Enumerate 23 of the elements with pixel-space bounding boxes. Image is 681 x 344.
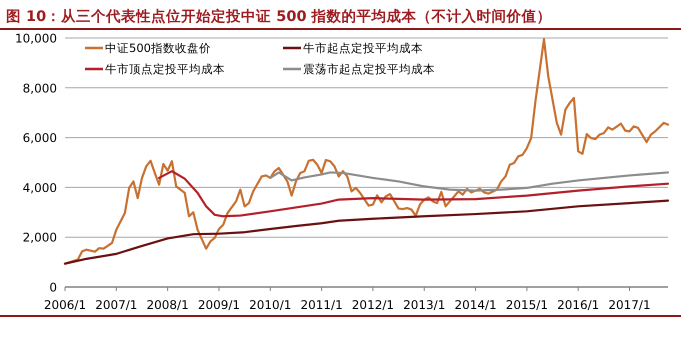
y-tick-label: 10,000	[15, 32, 57, 46]
x-tick-label: 2011/1	[300, 298, 343, 312]
x-tick-label: 2010/1	[249, 298, 292, 312]
x-tick-label: 2006/1	[44, 298, 86, 312]
chart-title: 图 10：从三个代表性点位开始定投中证 500 指数的平均成本（不计入时间价值）	[6, 7, 552, 25]
x-tick-label: 2012/1	[352, 298, 394, 312]
legend-label: 中证500指数收盘价	[105, 41, 211, 55]
legend-label: 牛市顶点定投平均成本	[105, 62, 225, 76]
x-tick-label: 2009/1	[198, 298, 240, 312]
x-tick-label: 2008/1	[146, 298, 189, 312]
x-tick-label: 2017/1	[608, 298, 651, 312]
y-tick-label: 8,000	[22, 81, 57, 96]
y-tick-label: 2,000	[22, 230, 57, 245]
x-tick-label: 2016/1	[557, 298, 600, 312]
x-tick-label: 2007/1	[95, 298, 138, 312]
x-tick-label: 2014/1	[454, 298, 497, 312]
legend-label: 牛市起点定投平均成本	[303, 41, 423, 55]
y-tick-label: 6,000	[22, 131, 57, 146]
legend-label: 震荡市起点定投平均成本	[303, 62, 435, 76]
x-tick-label: 2015/1	[506, 298, 548, 312]
y-tick-label: 4,000	[22, 180, 57, 195]
x-tick-label: 2013/1	[403, 298, 446, 312]
y-tick-label: 0	[49, 280, 57, 294]
